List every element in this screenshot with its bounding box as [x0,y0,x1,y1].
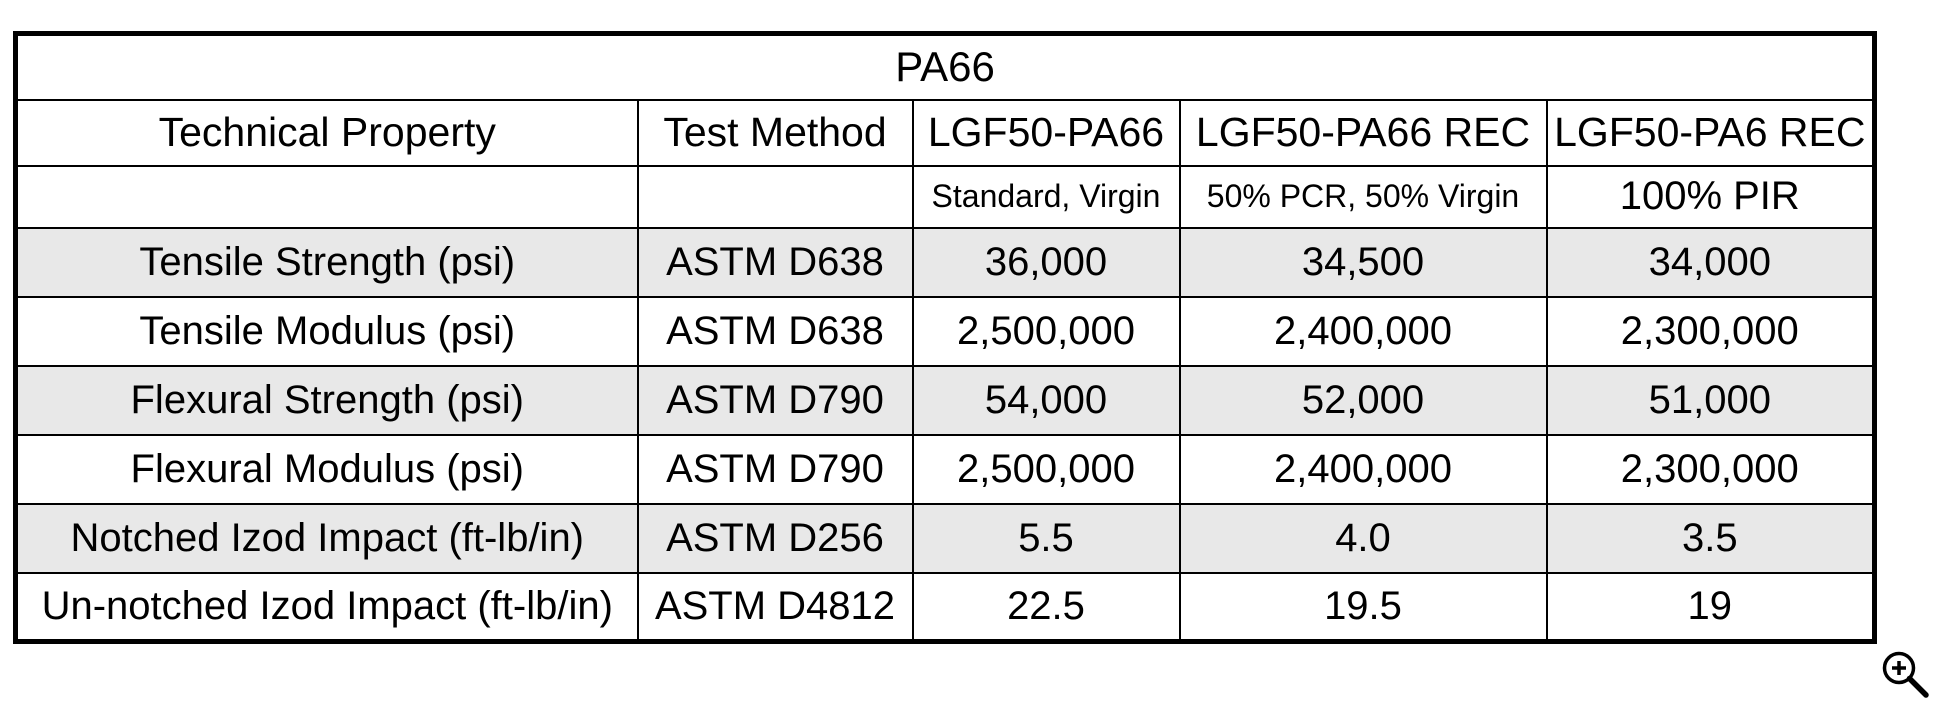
value-cell: 34,500 [1178,226,1548,298]
value-cell: 22.5 [911,571,1181,643]
test-method-cell: ASTM D790 [636,433,914,505]
table-row: Un-notched Izod Impact (ft-lb/in) ASTM D… [14,571,1876,643]
table-row-title: PA66 [14,32,1876,101]
subheader-grade-2: 50% PCR, 50% Virgin [1178,164,1548,229]
value-cell: 2,500,000 [911,433,1181,505]
subheader-grade-1: Standard, Virgin [911,164,1181,229]
value-cell: 2,400,000 [1178,433,1548,505]
value-cell: 36,000 [911,226,1181,298]
value-cell: 2,400,000 [1178,295,1548,367]
column-header-grade-1: LGF50-PA66 [911,98,1181,167]
value-cell: 19 [1545,571,1876,643]
subheader-grade-3: 100% PIR [1545,164,1876,229]
column-header-test-method: Test Method [636,98,914,167]
test-method-cell: ASTM D638 [636,295,914,367]
table-row: Tensile Modulus (psi) ASTM D638 2,500,00… [14,295,1876,367]
subheader-empty-test-method [636,164,914,229]
test-method-cell: ASTM D790 [636,364,914,436]
property-cell: Notched Izod Impact (ft-lb/in) [14,502,639,574]
test-method-cell: ASTM D638 [636,226,914,298]
value-cell: 54,000 [911,364,1181,436]
table-row: Notched Izod Impact (ft-lb/in) ASTM D256… [14,502,1876,574]
property-cell: Flexural Strength (psi) [14,364,639,436]
zoom-in-icon [1878,651,1932,705]
value-cell: 4.0 [1178,502,1548,574]
value-cell: 51,000 [1545,364,1876,436]
value-cell: 3.5 [1545,502,1876,574]
table-row-header: Technical Property Test Method LGF50-PA6… [14,98,1876,167]
table-row-subheader: Standard, Virgin 50% PCR, 50% Virgin 100… [14,164,1876,229]
property-cell: Tensile Modulus (psi) [14,295,639,367]
property-cell: Un-notched Izod Impact (ft-lb/in) [14,571,639,643]
table-row: Flexural Strength (psi) ASTM D790 54,000… [14,364,1876,436]
property-cell: Flexural Modulus (psi) [14,433,639,505]
test-method-cell: ASTM D256 [636,502,914,574]
value-cell: 52,000 [1178,364,1548,436]
value-cell: 2,300,000 [1545,295,1876,367]
column-header-grade-2: LGF50-PA66 REC [1178,98,1548,167]
value-cell: 19.5 [1178,571,1548,643]
value-cell: 34,000 [1545,226,1876,298]
value-cell: 2,300,000 [1545,433,1876,505]
material-properties-table: PA66 Technical Property Test Method LGF5… [13,31,1878,644]
subheader-empty-property [14,164,639,229]
column-header-technical-property: Technical Property [14,98,639,167]
value-cell: 2,500,000 [911,295,1181,367]
zoom-in-button[interactable] [1878,648,1932,702]
table-title: PA66 [14,32,1876,101]
property-cell: Tensile Strength (psi) [14,226,639,298]
table-row: Tensile Strength (psi) ASTM D638 36,000 … [14,226,1876,298]
column-header-grade-3: LGF50-PA6 REC [1545,98,1876,167]
table-row: Flexural Modulus (psi) ASTM D790 2,500,0… [14,433,1876,505]
value-cell: 5.5 [911,502,1181,574]
test-method-cell: ASTM D4812 [636,571,914,643]
